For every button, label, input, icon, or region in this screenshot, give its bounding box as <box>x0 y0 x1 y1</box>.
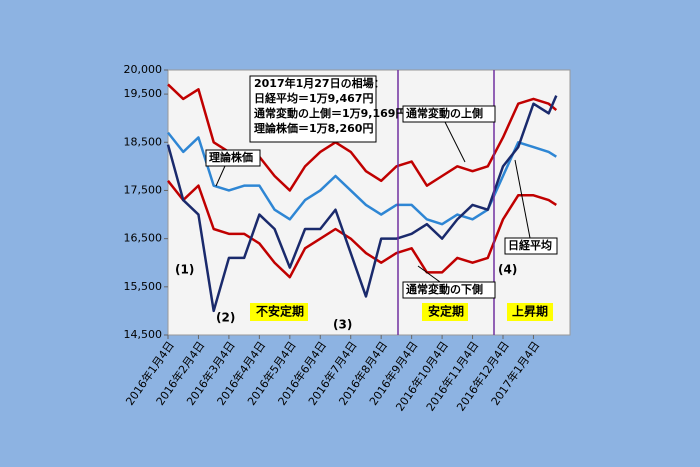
info-box <box>249 75 377 143</box>
series-line <box>167 180 557 279</box>
annotation: (3) <box>333 318 352 332</box>
period-box <box>507 303 553 321</box>
info-text: 日経平均＝1万9,467円 <box>254 91 373 105</box>
period-box <box>250 303 308 321</box>
annotation: 通常変動の下側 <box>406 282 483 296</box>
annotation: (2) <box>216 311 235 325</box>
series-line <box>167 131 557 226</box>
y-tick-label: 16,500 <box>124 232 163 245</box>
y-tick-label: 17,500 <box>124 183 163 196</box>
annotation: 日経平均 <box>508 238 552 252</box>
arrow <box>514 159 531 239</box>
info-text: 理論株価＝1万8,260円 <box>254 121 373 135</box>
y-tick-label: 20,000 <box>124 63 163 76</box>
period-label: 安定期 <box>428 304 464 319</box>
y-tick-label: 18,500 <box>124 135 163 148</box>
label-box <box>504 237 558 255</box>
label-box <box>205 149 261 167</box>
arrow <box>417 265 441 283</box>
period-label: 不安定期 <box>256 304 304 319</box>
annotation: (4) <box>498 263 517 277</box>
y-tick-label: 19,500 <box>124 87 163 100</box>
annotation: 通常変動の上側 <box>406 106 483 120</box>
label-box <box>402 105 496 123</box>
label-box <box>402 281 496 299</box>
period-label: 上昇期 <box>512 304 548 319</box>
info-text: 通常変動の上側＝1万9,169円 <box>254 106 406 120</box>
arrow <box>215 165 226 187</box>
arrow <box>444 121 466 163</box>
series-line <box>166 95 558 313</box>
y-tick-label: 14,500 <box>124 328 163 341</box>
info-text: 2017年1月27日の相場： <box>254 76 385 90</box>
period-box <box>422 303 468 321</box>
annotation: 理論株価 <box>209 150 253 164</box>
annotation: (1) <box>175 263 194 277</box>
y-tick-label: 15,500 <box>124 280 163 293</box>
